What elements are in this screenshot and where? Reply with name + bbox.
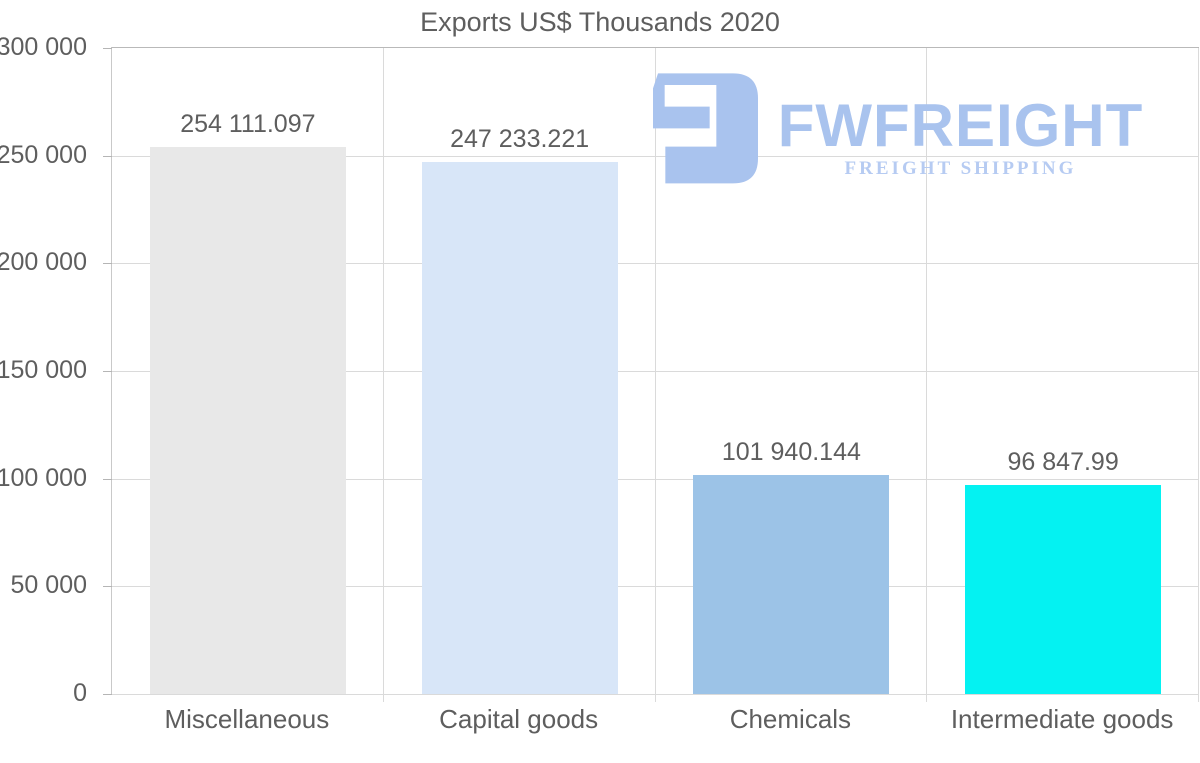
y-tick-label: 250 000 <box>0 140 87 169</box>
plot-area: 254 111.097 247 233.221 101 940.144 96 847.… <box>103 47 1199 702</box>
x-tick-label: Miscellaneous <box>164 704 330 734</box>
y-gridline <box>112 263 1199 265</box>
chart-title: Exports US$ Thousands 2020 <box>420 7 780 37</box>
watermark-logo: FWFREIGHT FREIGHT SHIPPING <box>648 70 1153 190</box>
y-gridline <box>112 586 1199 588</box>
x-tick-label: Intermediate goods <box>950 704 1174 734</box>
y-tick-label: 0 <box>73 679 87 707</box>
brand-name: FWFREIGHT <box>777 92 1144 159</box>
y-axis-tick <box>103 586 112 588</box>
bar-value-label: 101 940.144 <box>721 437 861 466</box>
y-axis-labels: 0 50 000 100 000 150 000 200 000 250 000 300 0… <box>0 33 100 707</box>
y-axis-tick <box>103 478 112 480</box>
y-axis-tick <box>103 48 112 49</box>
y-tick-label: 100 000 <box>0 463 87 492</box>
y-gridline <box>112 478 1199 480</box>
y-tick-label: 50 000 <box>10 571 87 600</box>
x-tick-label: Chemicals <box>729 704 852 734</box>
x-axis-labels: Miscellaneous Capital goods Chemicals Inter… <box>111 703 1198 739</box>
fwfreight-logo-icon <box>653 73 758 184</box>
bar-chemicals <box>693 474 890 694</box>
category-separator-line <box>926 48 928 702</box>
y-gridline <box>112 155 1199 157</box>
x-tick-label: Capital goods <box>439 704 599 734</box>
y-axis-tick <box>103 371 112 372</box>
brand-text-block: FWFREIGHT FREIGHT SHIPPING <box>768 70 1153 190</box>
y-gridline <box>112 694 1199 695</box>
bar-value-label: 247 233.221 <box>450 124 590 153</box>
bar-value-label: 254 111.097 <box>180 109 316 138</box>
y-axis-tick <box>103 155 112 157</box>
y-axis-tick <box>103 694 112 695</box>
brand-tagline: FREIGHT SHIPPING <box>844 158 1077 179</box>
y-gridline <box>112 371 1199 372</box>
y-axis-tick <box>103 263 112 265</box>
bar-value-label: 96 847.99 <box>1007 448 1119 477</box>
bar-intermediate-goods <box>965 485 1162 694</box>
y-tick-label: 200 000 <box>0 248 87 277</box>
bar-capital-goods <box>421 161 618 694</box>
category-separator-line <box>382 48 384 702</box>
y-tick-label: 150 000 <box>0 356 87 384</box>
category-separator-line <box>1198 48 1199 702</box>
bar-miscellaneous <box>149 146 346 694</box>
category-separator-line <box>654 48 656 702</box>
y-tick-label: 300 000 <box>0 33 87 61</box>
